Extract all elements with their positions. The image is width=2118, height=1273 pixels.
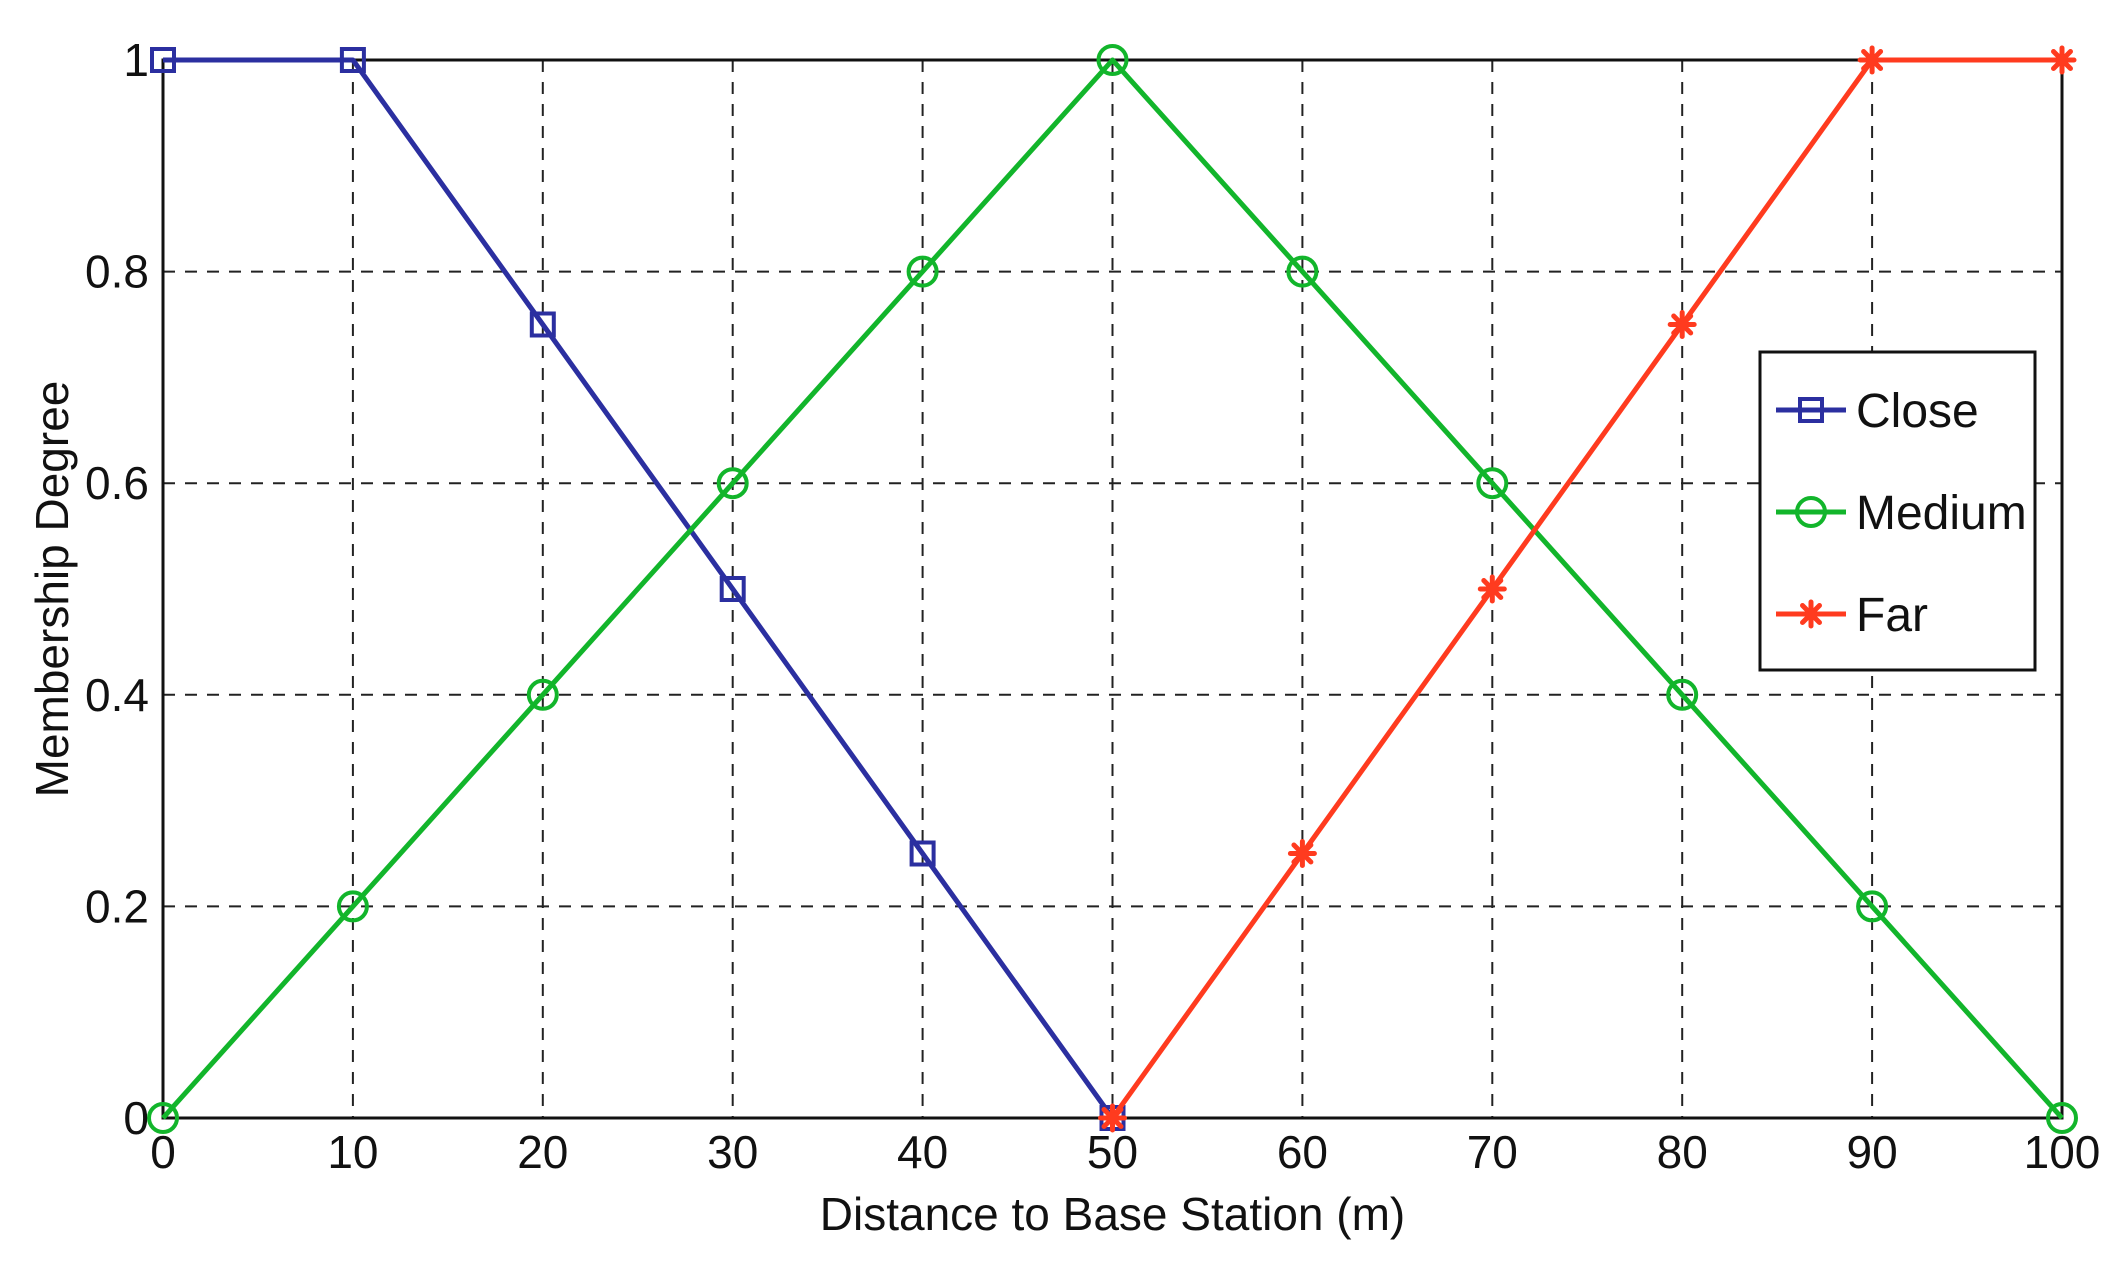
legend-entry-medium: Medium (1776, 487, 2027, 540)
x-tick-label-50: 50 (1087, 1126, 1138, 1178)
x-tick-label-90: 90 (1847, 1126, 1898, 1178)
series-line-far (1110, 57, 2062, 1120)
data-point-medium-60 (1286, 255, 1319, 288)
legend-label-far: Far (1856, 589, 1928, 642)
x-tick-label-70: 70 (1467, 1126, 1518, 1178)
legend-entry-close: Close (1776, 385, 1979, 438)
data-point-medium-40 (906, 255, 939, 288)
series-far (1098, 45, 2077, 1133)
legend-marker-far (1796, 599, 1826, 629)
legend-marker-close (1798, 397, 1824, 423)
x-tick-label-80: 80 (1657, 1126, 1708, 1178)
data-point-far-100 (2047, 45, 2077, 75)
data-point-medium-20 (526, 678, 559, 711)
series-line-medium (161, 57, 2064, 1120)
y-tick-label-0: 0 (123, 1092, 149, 1144)
y-tick-label-1: 1 (123, 34, 149, 86)
data-point-close-30 (719, 576, 746, 602)
data-point-medium-80 (1666, 678, 1699, 711)
y-axis-label: Membership Degree (26, 381, 78, 798)
legend: Close Medium Far (1758, 350, 2037, 672)
x-tick-label-30: 30 (707, 1126, 758, 1178)
x-tick-label-60: 60 (1277, 1126, 1328, 1178)
y-tick-label-0-8: 0.8 (85, 246, 149, 298)
tick-labels: 0 10 20 30 40 50 60 70 80 90 100 0 0.2 0.4 0.6 0.8 1 (85, 34, 2100, 1178)
x-tick-label-20: 20 (517, 1126, 568, 1178)
data-point-close-40 (909, 840, 936, 867)
series-medium (147, 44, 2078, 1134)
x-tick-label-10: 10 (327, 1126, 378, 1178)
data-point-medium-30 (716, 467, 749, 500)
series-line-close (163, 57, 1115, 1120)
data-point-close-20 (529, 311, 556, 338)
x-tick-label-0: 0 (150, 1126, 176, 1178)
legend-label-medium: Medium (1856, 487, 2027, 540)
data-point-medium-70 (1476, 467, 1509, 500)
data-point-far-70 (1477, 574, 1507, 604)
data-point-far-60 (1287, 839, 1317, 868)
data-point-medium-90 (1856, 890, 1889, 923)
data-point-far-90 (1857, 45, 1887, 75)
data-point-far-80 (1667, 310, 1697, 339)
data-point-medium-100 (2046, 1102, 2078, 1134)
legend-label-close: Close (1856, 385, 1979, 438)
legend-marker-medium (1795, 496, 1827, 528)
x-axis-label: Distance to Base Station (m) (820, 1188, 1405, 1240)
x-tick-label-40: 40 (897, 1126, 948, 1178)
data-point-medium-10 (336, 890, 369, 923)
series-layer (147, 44, 2078, 1134)
x-tick-label-100: 100 (2024, 1126, 2101, 1178)
data-point-far-50 (1098, 1103, 1127, 1133)
data-point-medium-0 (147, 1102, 179, 1134)
data-point-close-10 (339, 47, 366, 73)
data-point-medium-50 (1096, 44, 1129, 76)
y-tick-label-0-2: 0.2 (85, 880, 149, 932)
y-tick-label-0-6: 0.6 (85, 457, 149, 509)
data-point-close-0 (150, 47, 176, 73)
legend-entry-far: Far (1776, 589, 1928, 642)
y-tick-label-0-4: 0.4 (85, 669, 149, 721)
